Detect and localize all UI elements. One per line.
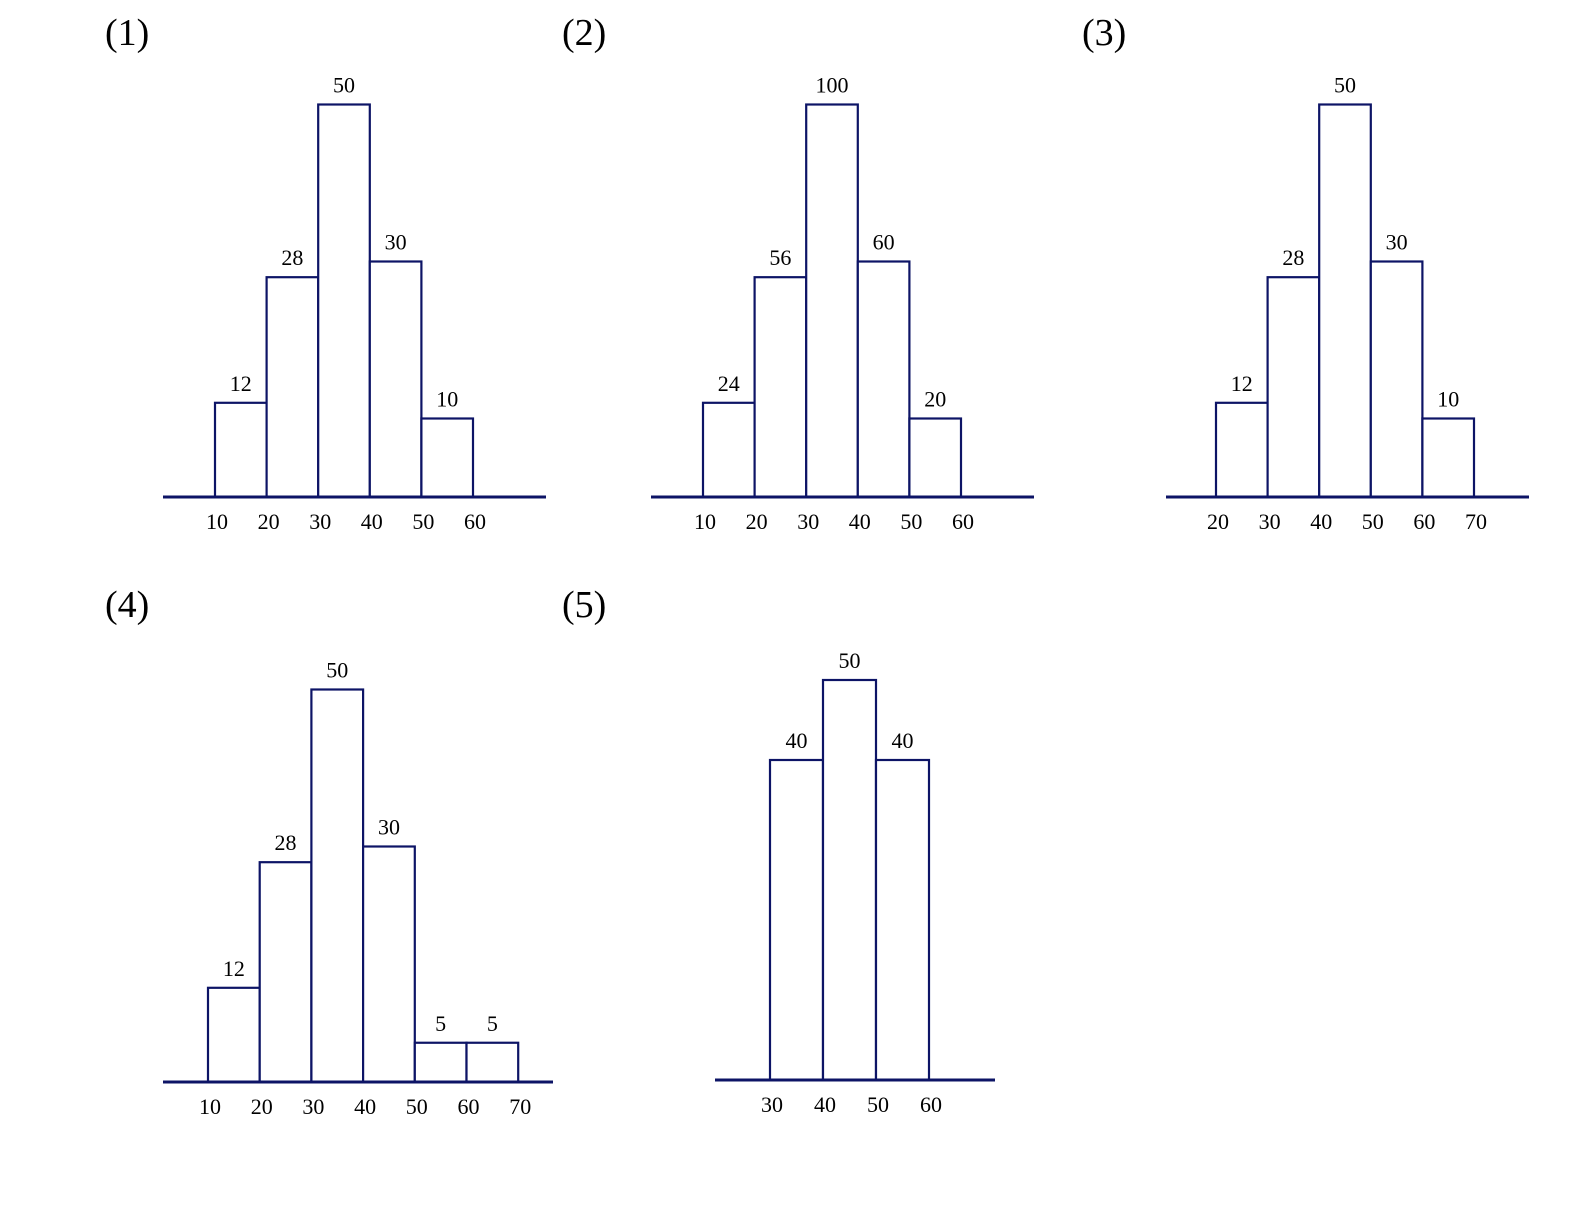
x-tick-label: 20 — [251, 1094, 273, 1119]
x-tick-label: 40 — [354, 1094, 376, 1119]
histogram-panel-4: (4) 12 28 50 30 5 5 10 20 30 40 50 60 70 — [105, 584, 553, 1119]
bar-value-label: 5 — [435, 1011, 446, 1036]
histogram-bar — [805, 103, 859, 499]
x-tick-label: 70 — [509, 1094, 531, 1119]
bar-value-label: 5 — [487, 1011, 498, 1036]
x-tick-label: 60 — [952, 509, 974, 534]
x-tick-label: 40 — [1310, 509, 1332, 534]
bar-value-label: 30 — [378, 815, 400, 840]
x-tick-label: 60 — [464, 509, 486, 534]
histogram-bar — [265, 276, 320, 499]
x-tick-label: 50 — [900, 509, 922, 534]
histogram-bar — [856, 260, 911, 499]
bar-value-label: 50 — [839, 648, 861, 673]
x-tick-label: 20 — [1207, 509, 1229, 534]
histogram-panel-5: (5) 40 50 40 30 40 50 60 — [562, 584, 995, 1117]
panel-label: (1) — [105, 12, 149, 54]
x-tick-label: 60 — [920, 1092, 942, 1117]
histogram-bar — [413, 1041, 468, 1084]
bar-value-label: 28 — [281, 245, 303, 270]
x-tick-label: 30 — [309, 509, 331, 534]
bar-value-label: 60 — [873, 230, 895, 255]
bar-value-label: 30 — [385, 230, 407, 255]
histogram-bar — [362, 845, 416, 1084]
bar-value-label: 40 — [892, 728, 914, 753]
histogram-bar — [701, 401, 756, 499]
bar-value-label: 12 — [230, 371, 252, 396]
histogram-bar — [420, 417, 475, 499]
histogram-panel-2: (2) 24 56 100 60 20 10 20 30 40 50 60 — [562, 12, 1034, 534]
panel-label: (5) — [562, 584, 606, 626]
bar-value-label: 28 — [275, 830, 297, 855]
histogram-bar — [465, 1041, 520, 1084]
x-tick-label: 10 — [206, 509, 228, 534]
x-tick-label: 60 — [458, 1094, 480, 1119]
bar-value-label: 24 — [718, 371, 740, 396]
histogram-panel-1: (1) 12 28 50 30 10 10 20 30 40 50 60 — [105, 12, 546, 534]
bar-value-label: 50 — [1334, 73, 1356, 98]
histogram-bar — [908, 417, 963, 499]
histogram-bar — [1214, 401, 1269, 499]
histogram-bar — [368, 260, 423, 499]
histogram-bar — [1369, 260, 1424, 499]
panel-label: (4) — [105, 584, 149, 626]
histogram-bar — [1421, 417, 1476, 499]
histogram-bar — [874, 758, 931, 1082]
histogram-panel-3: (3) 12 28 50 30 10 20 30 40 50 60 70 — [1082, 12, 1529, 534]
x-tick-label: 40 — [361, 509, 383, 534]
histogram-bar — [821, 678, 878, 1082]
bar-value-label: 30 — [1386, 230, 1408, 255]
x-tick-label: 70 — [1465, 509, 1487, 534]
x-tick-label: 30 — [302, 1094, 324, 1119]
histogram-bar — [1318, 103, 1372, 499]
x-tick-label: 50 — [1362, 509, 1384, 534]
x-tick-label: 50 — [867, 1092, 889, 1117]
histogram-bar — [1266, 276, 1321, 499]
histogram-bar — [206, 986, 261, 1084]
histogram-bar — [213, 401, 268, 499]
x-tick-label: 10 — [199, 1094, 221, 1119]
x-tick-label: 30 — [797, 509, 819, 534]
panel-label: (2) — [562, 12, 606, 54]
x-tick-label: 40 — [814, 1092, 836, 1117]
bar-value-label: 10 — [436, 387, 458, 412]
x-tick-label: 30 — [761, 1092, 783, 1117]
bar-value-label: 100 — [816, 73, 849, 98]
x-tick-label: 20 — [746, 509, 768, 534]
bar-value-label: 50 — [326, 658, 348, 683]
x-tick-label: 40 — [849, 509, 871, 534]
bar-value-label: 12 — [223, 956, 245, 981]
bar-value-label: 56 — [769, 245, 791, 270]
histogram-bar — [258, 861, 313, 1084]
bar-value-label: 40 — [786, 728, 808, 753]
x-tick-label: 60 — [1413, 509, 1435, 534]
x-tick-label: 50 — [406, 1094, 428, 1119]
bar-value-label: 12 — [1231, 371, 1253, 396]
panel-label: (3) — [1082, 12, 1126, 54]
bar-value-label: 20 — [924, 387, 946, 412]
x-tick-label: 10 — [694, 509, 716, 534]
histogram-bar — [310, 688, 365, 1084]
histogram-bar — [317, 103, 371, 499]
x-tick-label: 50 — [412, 509, 434, 534]
bar-value-label: 50 — [333, 73, 355, 98]
histogram-bar — [753, 276, 808, 499]
bar-value-label: 10 — [1437, 387, 1459, 412]
x-tick-label: 30 — [1259, 509, 1281, 534]
bar-value-label: 28 — [1282, 245, 1304, 270]
histogram-bar — [768, 758, 825, 1082]
x-tick-label: 20 — [258, 509, 280, 534]
